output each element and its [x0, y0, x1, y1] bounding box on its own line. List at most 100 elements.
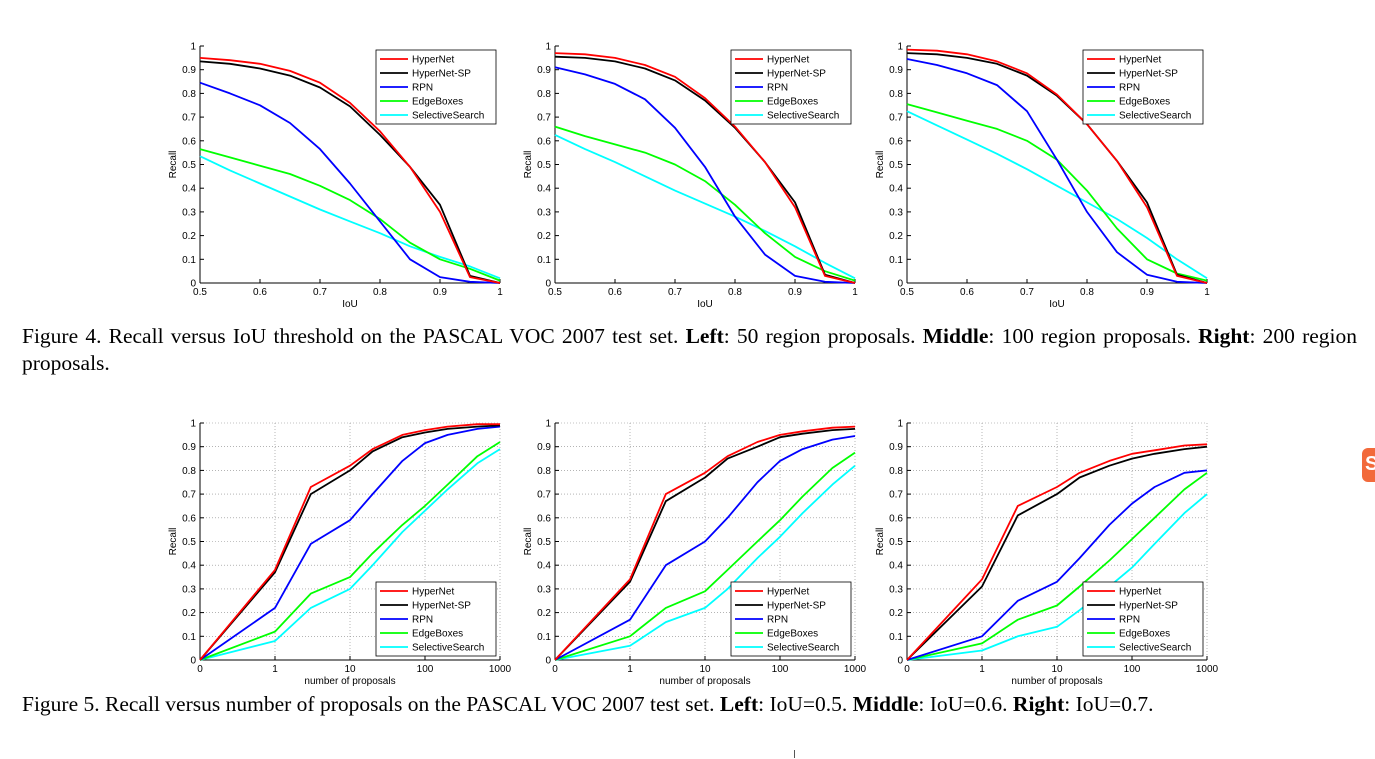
y-tick-label: 1 — [190, 42, 196, 53]
x-tick-label: 100 — [772, 664, 789, 675]
series-line-rpn — [906, 58, 1208, 284]
legend-label-rpn: RPN — [767, 615, 788, 626]
x-tick-label: 0.6 — [960, 287, 974, 298]
y-tick-label: 0.4 — [537, 561, 551, 572]
legend-label-hypernet-sp: HyperNet-SP — [767, 601, 826, 612]
y-tick-label: 0.5 — [537, 537, 551, 548]
x-tick-label: 0.5 — [900, 287, 914, 298]
legend-label-rpn: RPN — [1119, 83, 1140, 94]
x-tick-label: 1 — [627, 664, 633, 675]
figure5-caption-left-label: Left — [719, 692, 759, 716]
y-tick-label: 0.5 — [182, 160, 196, 171]
y-tick-label: 0.6 — [537, 513, 551, 524]
series-line-selectivesearch — [199, 155, 501, 280]
chart-svg: 00.10.20.30.40.50.60.70.80.910 1 10 100 1000… — [523, 419, 867, 688]
x-tick-label: 1000 — [844, 664, 867, 675]
x-tick-label: 1 — [497, 287, 503, 298]
figure5-caption-middle-label: Middle — [852, 692, 919, 716]
y-tick-label: 1 — [897, 42, 903, 53]
figure5-caption-right-text: : IoU=0.7. — [1064, 692, 1154, 716]
y-tick-label: 0 — [897, 656, 903, 667]
legend-label-selectivesearch: SelectiveSearch — [412, 111, 484, 122]
series-line-edgeboxes — [554, 451, 856, 661]
legend-label-selectivesearch: SelectiveSearch — [767, 643, 839, 654]
series-line-selectivesearch — [554, 465, 856, 661]
x-tick-label: 0 — [552, 664, 558, 675]
figure5-caption-left-text: : IoU=0.5. — [758, 692, 853, 716]
legend-label-selectivesearch: SelectiveSearch — [412, 643, 484, 654]
legend: HyperNet HyperNet-SP RPN EdgeBoxes Selective… — [1082, 581, 1204, 657]
series-line-hypernet — [554, 425, 856, 661]
x-tick-label: 0.7 — [1020, 287, 1034, 298]
y-tick-label: 0 — [897, 279, 903, 290]
series-line-hypernet — [906, 443, 1208, 661]
series-line-rpn — [554, 435, 856, 661]
legend-label-hypernet: HyperNet — [1119, 587, 1161, 598]
legend-label-edgeboxes: EdgeBoxes — [767, 629, 818, 640]
series-line-edgeboxes — [199, 148, 501, 282]
legend-label-hypernet: HyperNet — [412, 55, 454, 66]
y-tick-label: 0.5 — [889, 537, 903, 548]
legend-label-hypernet-sp: HyperNet-SP — [1119, 601, 1178, 612]
y-tick-label: 0.3 — [537, 207, 551, 218]
y-tick-label: 0.5 — [889, 160, 903, 171]
y-tick-label: 0.4 — [537, 184, 551, 195]
legend: HyperNet HyperNet-SP RPN EdgeBoxes Selective… — [730, 49, 852, 125]
legend-label-hypernet: HyperNet — [767, 587, 809, 598]
y-tick-label: 0.1 — [889, 632, 903, 643]
page-divider-mark — [794, 750, 795, 758]
y-tick-label: 0.6 — [182, 513, 196, 524]
y-tick-label: 0 — [545, 656, 551, 667]
x-axis-label: IoU — [697, 299, 713, 310]
x-tick-label: 0 — [197, 664, 203, 675]
legend-label-hypernet-sp: HyperNet-SP — [767, 69, 826, 80]
x-axis-label: number of proposals — [304, 676, 395, 687]
chart-svg: 0 0.1 0.2 0.3 0.4 0.5 0.6 0.7 0.8 0.9 1 0.5 0.6 0.7 0.… — [523, 42, 858, 311]
figure4-middle-chart: 0 0.1 0.2 0.3 0.4 0.5 0.6 0.7 0.8 0.9 1 0.5 0.6 0.7 0.… — [515, 38, 865, 311]
y-tick-label: 0.4 — [889, 561, 903, 572]
y-tick-label: 0.7 — [182, 113, 196, 124]
y-tick-label: 0.1 — [537, 255, 551, 266]
legend-label-hypernet: HyperNet — [767, 55, 809, 66]
legend-label-edgeboxes: EdgeBoxes — [412, 629, 463, 640]
y-axis-label: Recall — [168, 151, 179, 179]
y-tick-label: 0.6 — [537, 136, 551, 147]
series-line-hypernet-sp — [906, 445, 1208, 661]
legend-label-edgeboxes: EdgeBoxes — [1119, 97, 1170, 108]
y-tick-label: 0.9 — [889, 65, 903, 76]
y-tick-label: 0.6 — [889, 136, 903, 147]
x-tick-label: 1000 — [1196, 664, 1219, 675]
series-line-rpn — [199, 425, 501, 661]
y-tick-label: 0.4 — [182, 184, 196, 195]
figure5-middle-chart: 0 0.1 0.2 0.3 0.4 0.5 0.6 0.7 0.8 0.9 1 0 1 10 100 1000… — [515, 415, 867, 688]
series-line-hypernet — [906, 48, 1208, 284]
y-tick-label: 0.7 — [889, 490, 903, 501]
x-axis-label: IoU — [1049, 299, 1065, 310]
x-tick-label: 1 — [272, 664, 278, 675]
legend-label-rpn: RPN — [767, 83, 788, 94]
y-axis-label: Recall — [523, 151, 534, 179]
series-line-hypernet-sp — [554, 428, 856, 661]
x-tick-label: 0.6 — [253, 287, 267, 298]
x-tick-label: 1 — [852, 287, 858, 298]
x-tick-label: 0 — [904, 664, 910, 675]
figure5-caption: Figure 5. Recall versus number of propos… — [22, 691, 1357, 718]
legend-label-rpn: RPN — [412, 83, 433, 94]
y-tick-label: 0 — [190, 656, 196, 667]
y-tick-label: 0.7 — [182, 490, 196, 501]
figure4-caption-right-label: Right — [1198, 324, 1250, 348]
figure5-caption-lead: Figure 5. Recall versus number of propos… — [22, 692, 720, 716]
figure4-caption-left-text: : 50 region proposals. — [723, 324, 923, 348]
legend-label-selectivesearch: SelectiveSearch — [1119, 643, 1191, 654]
orange-sidebar-icon[interactable]: S — [1362, 448, 1375, 482]
y-tick-label: 0.4 — [182, 561, 196, 572]
x-axis-label: IoU — [342, 299, 358, 310]
x-tick-label: 0.9 — [788, 287, 802, 298]
y-tick-label: 0.4 — [889, 184, 903, 195]
chart-svg: 0 0.1 0.2 0.3 0.4 0.5 0.6 0.7 0.8 0.9 1 0.5 0.6 0.7 0.… — [168, 42, 503, 311]
x-tick-label: 0.8 — [373, 287, 387, 298]
figure4-caption-right-text: : 200 region proposals. — [22, 324, 1357, 375]
legend: HyperNet HyperNet-SP RPN EdgeBoxes Selective… — [375, 49, 497, 125]
y-tick-label: 0.9 — [182, 65, 196, 76]
y-tick-label: 0.7 — [889, 113, 903, 124]
